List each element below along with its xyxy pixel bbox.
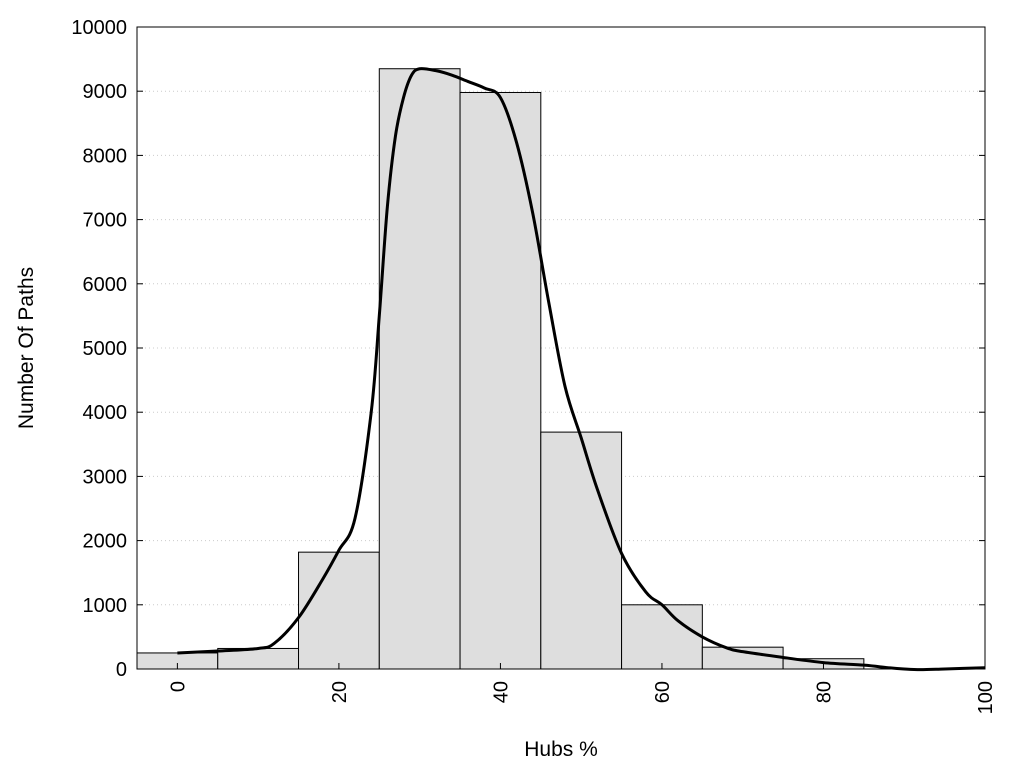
histogram-bar [540,431,623,670]
x-tick-label: 80 [813,681,835,703]
histogram-bars [136,68,865,670]
density-curve [177,67,986,672]
x-tick-label: 60 [652,681,674,703]
y-tick-label: 4000 [83,402,128,424]
y-tick-label: 9000 [83,81,128,103]
y-tick-label: 6000 [83,274,128,296]
x-tick-label: 0 [167,681,189,692]
y-tick-label: 3000 [83,466,128,488]
histogram-bar [621,604,703,670]
y-tick-label: 7000 [83,210,128,232]
histogram-bar [459,91,542,670]
x-tick-label: 100 [975,681,997,714]
x-tick-label: 20 [329,681,351,703]
y-axis-ticks: 0 1000 2000 3000 4000 5000 6000 7000 8000 9000 100… [71,17,985,681]
y-tick-label: 10000 [71,17,127,39]
y-tick-label: 0 [116,659,127,681]
y-tick-label: 8000 [83,145,128,167]
x-axis-label: Hubs % [524,738,598,761]
y-tick-label: 1000 [83,595,128,617]
density-curve-layer [177,67,986,672]
histogram-bar [298,551,380,670]
x-axis-ticks: 0 20 40 60 80 100 [167,663,997,714]
x-tick-label: 40 [490,681,512,703]
y-tick-label: 5000 [83,338,128,360]
y-tick-label: 2000 [83,531,128,553]
y-axis-label: Number Of Paths [15,267,38,429]
